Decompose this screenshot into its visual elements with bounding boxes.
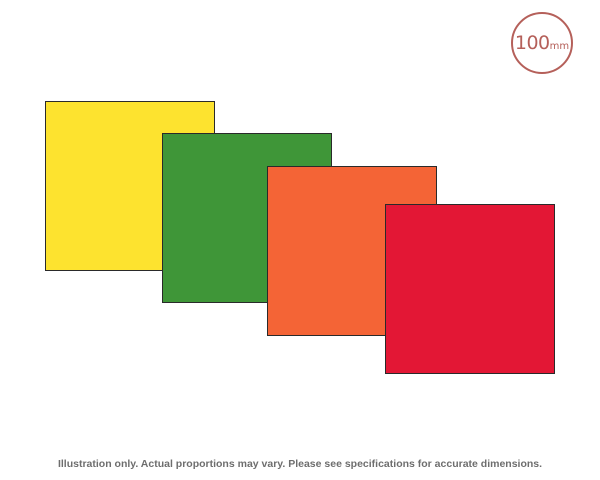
disclaimer-text: Illustration only. Actual proportions ma…	[57, 458, 543, 470]
size-badge-unit: mm	[549, 40, 570, 52]
size-badge: 100 mm	[511, 12, 573, 74]
size-badge-value: 100	[514, 32, 550, 54]
swatch-red	[385, 204, 555, 374]
